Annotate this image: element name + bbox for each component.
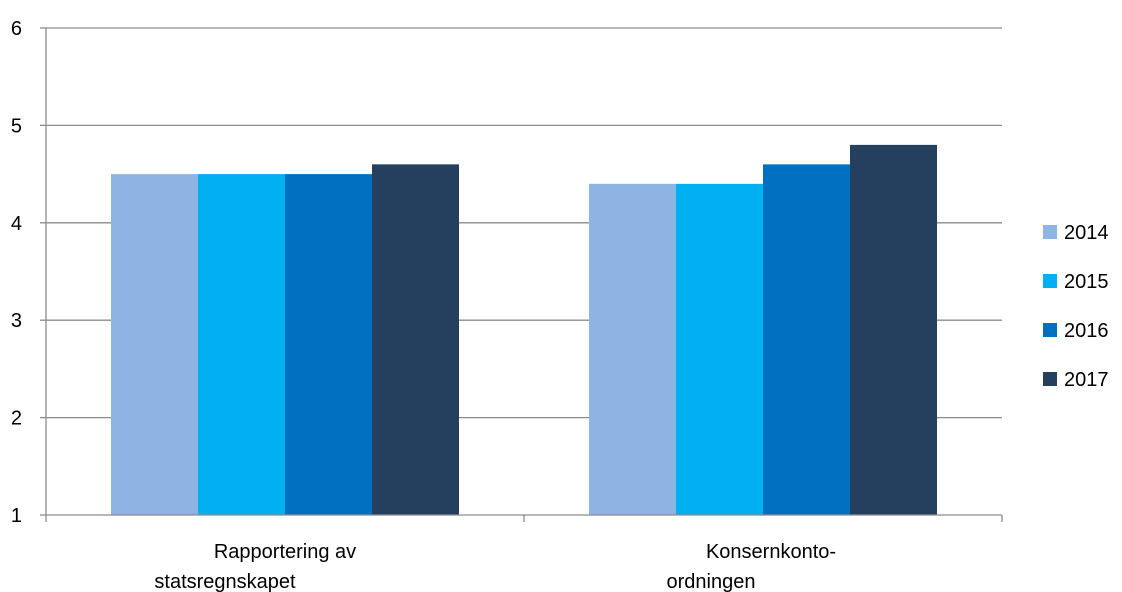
legend-swatch-2015 [1043,274,1057,288]
bar-2014-cat-1 [589,183,676,515]
category-label-line: Konsernkonto- [706,541,836,563]
legend-swatch-2016 [1043,323,1057,337]
y-tick-label: 2 [11,408,22,430]
legend-label: 2016 [1064,320,1109,342]
y-axis-ticks: 1 2 3 4 5 6 [11,18,46,527]
y-tick-label: 1 [11,505,22,527]
category-label-line: statsregnskapet [154,571,296,592]
legend-swatch-2017 [1043,372,1057,386]
category-label-line: ordningen [667,571,756,592]
y-tick-label: 5 [11,115,22,137]
legend-label: 2014 [1064,222,1109,244]
y-tick-label: 6 [11,18,22,40]
bar-2016-cat-0 [285,174,372,515]
axes [45,28,1003,522]
legend-swatch-2014 [1043,225,1057,239]
y-tick-label: 4 [11,213,22,235]
bar-2016-cat-1 [763,164,850,516]
bar-2015-cat-1 [676,183,763,515]
category-label-line: Rapportering av [214,541,356,563]
x-axis-category-labels: Rapportering av statsregnskapet Konsernkon… [154,541,836,592]
legend-label: 2015 [1064,271,1109,293]
legend: 2014 2015 2016 2017 [1043,222,1109,391]
bar-2017-cat-1 [850,144,937,515]
bar-2017-cat-0 [372,164,459,516]
bar-2014-cat-0 [111,174,198,515]
legend-label: 2017 [1064,369,1109,391]
bar-2015-cat-0 [198,174,285,515]
bars [111,144,937,516]
y-tick-label: 3 [11,310,22,332]
